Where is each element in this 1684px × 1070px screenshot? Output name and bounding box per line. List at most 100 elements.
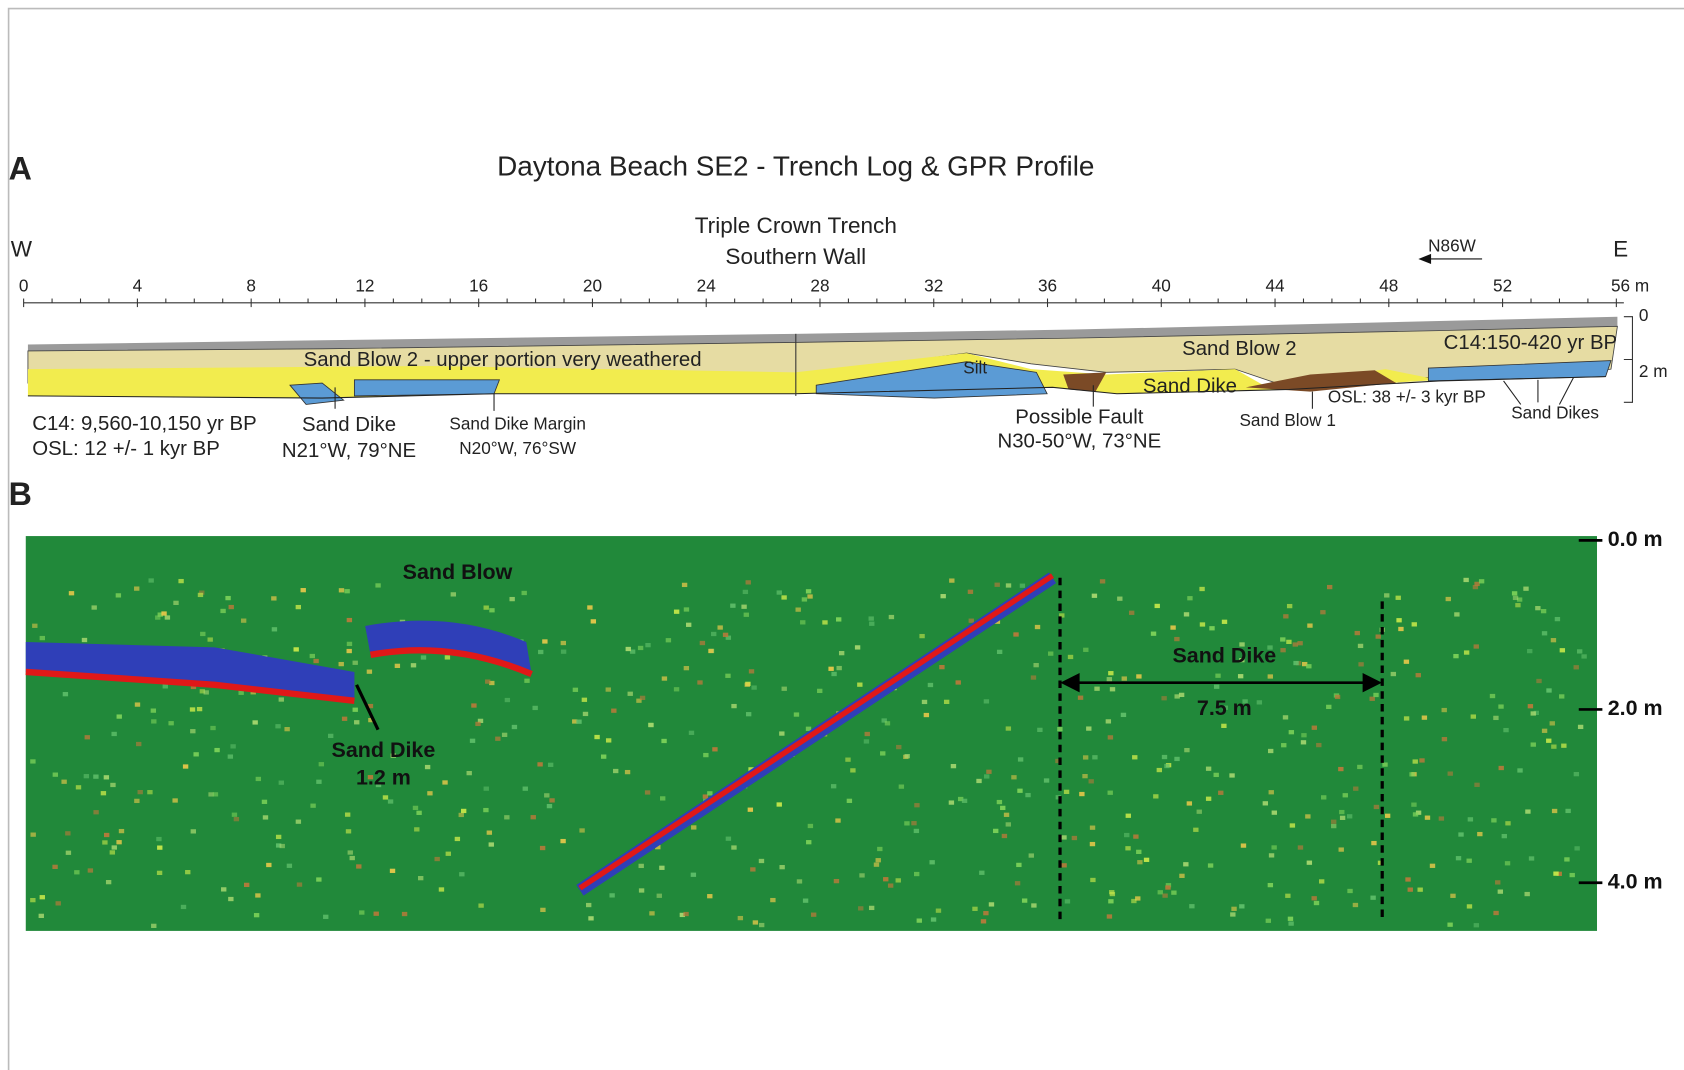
noise-cell xyxy=(39,914,44,918)
noise-cell xyxy=(1271,845,1276,849)
noise-cell xyxy=(1374,805,1379,809)
noise-cell xyxy=(855,645,860,649)
noise-cell xyxy=(738,916,743,920)
noise-cell xyxy=(347,642,352,646)
noise-cell xyxy=(483,808,488,812)
noise-cell xyxy=(310,804,315,808)
noise-cell xyxy=(232,813,237,817)
noise-cell xyxy=(1269,790,1274,794)
noise-cell xyxy=(808,824,813,828)
noise-cell xyxy=(880,751,885,755)
noise-cell xyxy=(147,790,152,794)
noise-cell xyxy=(864,739,869,743)
noise-cell xyxy=(461,809,466,813)
noise-cell xyxy=(53,773,58,777)
noise-cell xyxy=(1517,768,1522,772)
panel-letter: B xyxy=(9,476,32,512)
noise-cell xyxy=(31,833,36,837)
noise-cell xyxy=(645,790,650,794)
noise-cell xyxy=(806,840,811,844)
noise-cell xyxy=(1017,789,1022,793)
noise-cell xyxy=(1535,606,1540,610)
noise-cell xyxy=(638,646,643,650)
noise-cell xyxy=(968,590,973,594)
noise-cell xyxy=(1326,705,1331,709)
noise-cell xyxy=(1355,631,1360,635)
noise-cell xyxy=(1221,724,1226,728)
noise-cell xyxy=(1086,726,1091,730)
noise-cell xyxy=(111,732,116,736)
figure: A Daytona Beach SE2 - Trench Log & GPR P… xyxy=(0,0,1684,1070)
noise-cell xyxy=(1447,923,1452,927)
noise-cell xyxy=(1385,814,1390,818)
noise-cell xyxy=(1335,695,1340,699)
noise-cell xyxy=(40,636,45,640)
noise-cell xyxy=(1490,694,1495,698)
noise-cell xyxy=(1416,673,1421,677)
noise-cell xyxy=(112,845,117,849)
noise-cell xyxy=(1474,923,1479,927)
noise-cell xyxy=(997,650,1002,654)
noise-cell xyxy=(845,758,850,762)
noise-cell xyxy=(1468,817,1473,821)
noise-cell xyxy=(817,689,822,693)
noise-cell xyxy=(52,865,57,869)
noise-cell xyxy=(939,665,944,669)
noise-cell xyxy=(1006,726,1011,730)
noise-cell xyxy=(807,594,812,598)
noise-cell xyxy=(1391,672,1396,676)
noise-cell xyxy=(316,780,321,784)
noise-cell xyxy=(606,738,611,742)
noise-cell xyxy=(744,613,749,617)
noise-cell xyxy=(1162,893,1167,897)
noise-cell xyxy=(1371,841,1376,845)
noise-cell xyxy=(929,860,934,864)
noise-cell xyxy=(92,605,97,609)
noise-cell xyxy=(1283,715,1288,719)
noise-cell xyxy=(241,619,246,623)
noise-cell xyxy=(1031,903,1036,907)
noise-cell xyxy=(640,696,645,700)
noise-cell xyxy=(66,851,71,855)
noise-cell xyxy=(806,589,811,593)
noise-cell xyxy=(296,820,301,824)
noise-cell xyxy=(1124,833,1129,837)
noise-cell xyxy=(1020,584,1025,588)
noise-cell xyxy=(1396,596,1401,600)
annotation: OSL: 38 +/- 3 kyr BP xyxy=(1328,387,1486,407)
noise-cell xyxy=(1131,899,1136,903)
noise-cell xyxy=(455,837,460,841)
noise-cell xyxy=(84,774,89,778)
noise-cell xyxy=(1164,764,1169,768)
noise-cell xyxy=(375,583,380,587)
noise-cell xyxy=(1170,625,1175,629)
noise-cell xyxy=(1100,579,1105,583)
noise-cell xyxy=(93,810,98,814)
noise-cell xyxy=(1090,842,1095,846)
noise-cell xyxy=(777,802,782,806)
noise-cell xyxy=(700,641,705,645)
noise-cell xyxy=(1503,728,1508,732)
noise-cell xyxy=(229,605,234,609)
noise-cell xyxy=(1340,816,1345,820)
noise-cell xyxy=(32,624,37,628)
noise-cell xyxy=(1022,898,1027,902)
noise-cell xyxy=(1293,642,1298,646)
noise-cell xyxy=(905,754,910,758)
noise-cell xyxy=(660,796,665,800)
noise-cell xyxy=(1574,772,1579,776)
noise-cell xyxy=(984,774,989,778)
noise-cell xyxy=(339,588,344,592)
noise-cell xyxy=(986,770,991,774)
noise-cell xyxy=(134,799,139,803)
noise-cell xyxy=(1006,583,1011,587)
noise-cell xyxy=(504,815,509,819)
noise-cell xyxy=(1382,762,1387,766)
noise-cell xyxy=(639,888,644,892)
noise-cell xyxy=(1197,810,1202,814)
distance-tick-label: 0 xyxy=(19,275,29,295)
noise-cell xyxy=(173,601,178,605)
noise-cell xyxy=(648,723,653,727)
noise-cell xyxy=(1136,674,1141,678)
noise-cell xyxy=(200,632,205,636)
